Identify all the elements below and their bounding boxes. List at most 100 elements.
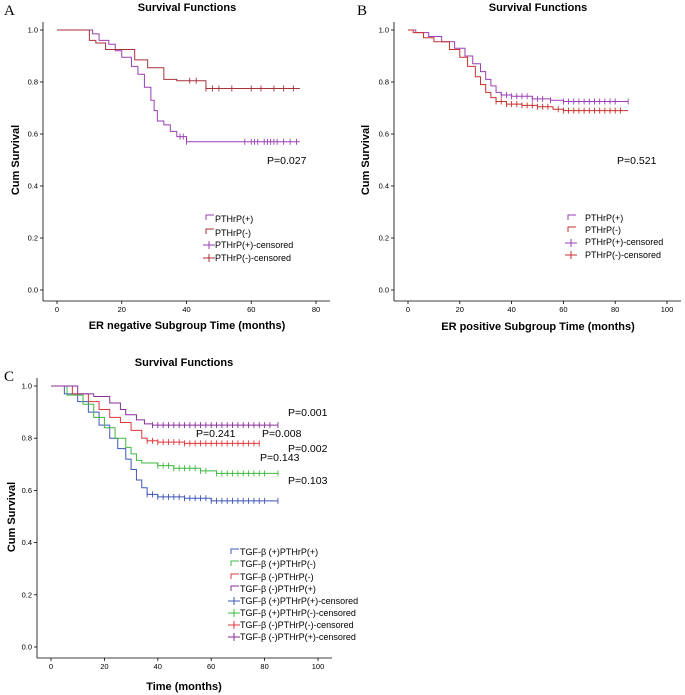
panel-a: A Survival Functions Cum Survival ER neg… <box>4 2 330 332</box>
survival-curve <box>51 385 278 474</box>
legend-label: PTHrP(+) <box>215 214 253 224</box>
survival-curve <box>57 29 300 143</box>
survival-curve <box>408 29 629 112</box>
panel-c-curves <box>51 385 279 504</box>
y-tick-label: 0.6 <box>28 130 38 139</box>
panel-c-axes: 0.0 0.2 0.4 0.6 0.8 1.0 0 20 40 60 80 100 <box>22 378 332 671</box>
legend-swatch-pthrp-neg-censored <box>203 254 215 262</box>
x-tick-label: 80 <box>611 305 619 314</box>
x-tick-label: 20 <box>100 662 108 671</box>
legend-label: TGF-β (-)PTHrP(+)-censored <box>240 632 356 642</box>
panel-a-curves <box>57 29 300 145</box>
panel-b-axes: 0.0 0.2 0.4 0.6 0.8 1.0 0 20 40 60 80 100 <box>379 22 681 314</box>
legend-swatch-8 <box>228 633 240 641</box>
panel-c-ylabel: Cum Survival <box>6 482 18 552</box>
legend-swatch-pthrp-pos <box>567 214 576 220</box>
legend-label: TGF-β (+)PTHrP(+) <box>240 547 318 557</box>
legend-label: TGF-β (-)PTHrP(+) <box>240 584 316 594</box>
y-tick-label: 1.0 <box>28 26 38 35</box>
legend-swatch-1 <box>230 548 239 554</box>
panel-c-pvalue-2: P=0.241 <box>196 428 236 440</box>
x-tick-label: 80 <box>260 662 268 671</box>
panel-b-ylabel: Cum Survival <box>360 125 372 195</box>
x-tick-label: 40 <box>507 305 515 314</box>
x-tick-label: 60 <box>207 662 215 671</box>
y-tick-label: 0.8 <box>28 78 38 87</box>
y-tick-label: 0.6 <box>22 486 32 495</box>
panel-c-pvalue-6: P=0.103 <box>288 475 328 487</box>
y-tick-label: 0.0 <box>22 643 32 652</box>
legend-swatch-pthrp-pos-censored <box>203 241 215 249</box>
y-tick-label: 0.4 <box>379 182 389 191</box>
panel-c-pvalue-4: P=0.002 <box>288 443 328 455</box>
x-tick-label: 100 <box>312 662 325 671</box>
x-tick-label: 20 <box>456 305 464 314</box>
panel-b-curves <box>408 29 629 114</box>
legend-label: TGF-β (+)PTHrP(+)-censored <box>240 596 358 606</box>
legend-label: TGF-β (+)PTHrP(-) <box>240 559 316 569</box>
legend-label: PTHrP(+)-censored <box>215 240 293 250</box>
panel-a-legend: PTHrP(+) PTHrP(-) PTHrP(+)-censored PTHr… <box>203 214 293 263</box>
y-tick-label: 0.0 <box>379 286 389 295</box>
y-tick-label: 0.8 <box>22 434 32 443</box>
panel-c-legend: TGF-β (+)PTHrP(+) TGF-β (+)PTHrP(-) TGF-… <box>228 547 358 642</box>
legend-swatch-pthrp-neg <box>205 228 214 234</box>
panel-a-ylabel: Cum Survival <box>10 125 22 195</box>
y-tick-label: 0.2 <box>22 590 32 599</box>
x-tick-label: 0 <box>55 305 59 314</box>
panel-a-title: Survival Functions <box>138 2 236 14</box>
survival-curve <box>51 385 278 502</box>
panel-b-letter: B <box>357 3 367 19</box>
legend-swatch-2 <box>230 560 239 566</box>
y-tick-label: 0.2 <box>379 234 389 243</box>
legend-swatch-pthrp-neg <box>567 226 576 232</box>
y-tick-label: 1.0 <box>379 26 389 35</box>
survival-curve <box>51 385 278 426</box>
panel-a-letter: A <box>4 3 15 19</box>
survival-curve <box>408 29 629 102</box>
x-tick-label: 60 <box>559 305 567 314</box>
x-tick-label: 40 <box>154 662 162 671</box>
legend-label: TGF-β (-)PTHrP(-)-censored <box>240 620 354 630</box>
x-tick-label: 40 <box>182 305 190 314</box>
x-tick-label: 0 <box>49 662 53 671</box>
panel-c: C Survival Functions Cum Survival Time (… <box>4 357 358 693</box>
panel-b-legend: PTHrP(+) PTHrP(-) PTHrP(+)-censored PTHr… <box>565 213 663 260</box>
panel-c-pvalue-5: P=0.143 <box>260 452 300 464</box>
y-tick-label: 0.8 <box>379 78 389 87</box>
legend-swatch-pthrp-neg-censored <box>565 251 577 259</box>
x-tick-label: 60 <box>247 305 255 314</box>
panel-b-pvalue: P=0.521 <box>617 155 657 167</box>
panel-c-pvalue-3: P=0.008 <box>262 428 302 440</box>
panel-c-title: Survival Functions <box>135 357 233 369</box>
y-tick-label: 0.0 <box>28 286 38 295</box>
legend-label: PTHrP(-)-censored <box>215 253 291 263</box>
x-tick-label: 100 <box>661 305 674 314</box>
legend-swatch-3 <box>230 573 239 579</box>
legend-swatch-pthrp-pos <box>205 214 214 220</box>
y-tick-label: 0.4 <box>28 182 38 191</box>
legend-label: TGF-β (-)PTHrP(-) <box>240 572 314 582</box>
panel-c-pvalue-1: P=0.001 <box>288 407 328 419</box>
legend-label: PTHrP(+)-censored <box>585 237 663 247</box>
panel-a-xlabel: ER negative Subgroup Time (months) <box>89 320 286 332</box>
y-tick-label: 1.0 <box>22 382 32 391</box>
x-tick-label: 80 <box>312 305 320 314</box>
legend-swatch-7 <box>228 621 240 629</box>
legend-swatch-6 <box>228 609 240 617</box>
legend-swatch-5 <box>228 597 240 605</box>
legend-label: PTHrP(-) <box>585 225 621 235</box>
legend-label: PTHrP(+) <box>585 213 623 223</box>
x-tick-label: 0 <box>406 305 410 314</box>
panel-b-xlabel: ER positive Subgroup Time (months) <box>441 321 635 333</box>
y-tick-label: 0.2 <box>28 234 38 243</box>
legend-label: TGF-β (+)PTHrP(-)-censored <box>240 608 356 618</box>
y-tick-label: 0.6 <box>379 130 389 139</box>
legend-label: PTHrP(-) <box>215 228 251 238</box>
legend-swatch-4 <box>230 585 239 591</box>
panel-b: B Survival Functions Cum Survival ER pos… <box>357 2 681 333</box>
legend-label: PTHrP(-)-censored <box>585 250 661 260</box>
panel-c-xlabel: Time (months) <box>146 681 222 693</box>
panel-c-letter: C <box>4 369 14 385</box>
